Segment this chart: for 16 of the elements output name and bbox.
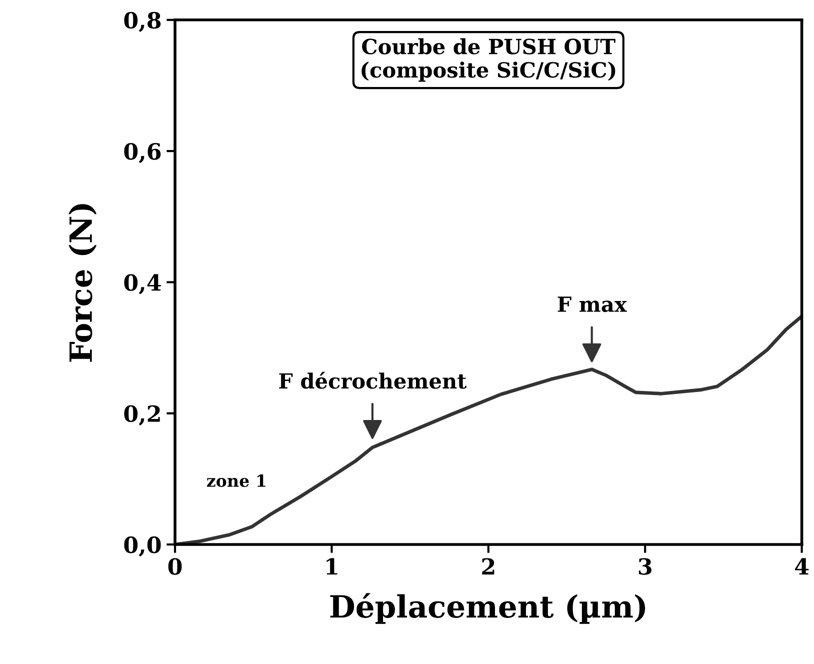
- annotation: zone 1: [206, 474, 266, 488]
- y-tick-label: 0,8: [124, 12, 161, 32]
- x-tick-label: 2: [482, 558, 494, 575]
- x-tick-label: 3: [638, 558, 652, 575]
- x-tick-label: 4: [794, 558, 809, 575]
- x-axis-title: Déplacement (µm): [330, 593, 646, 624]
- y-tick-label: 0,2: [124, 405, 160, 426]
- y-axis-title: Force (N): [68, 204, 97, 362]
- x-tick-label: 1: [326, 558, 338, 575]
- y-tick-label: 0,4: [124, 274, 161, 294]
- annotation: F décrochement: [279, 372, 467, 389]
- y-tick-label: 0,0: [124, 536, 161, 557]
- x-tick-label: 0: [168, 558, 182, 575]
- text: Courbe de PUSH OUT (composite SiC/C/SiC): [362, 38, 616, 82]
- annotation: F max: [558, 296, 627, 312]
- y-tick-label: 0,6: [124, 143, 161, 164]
